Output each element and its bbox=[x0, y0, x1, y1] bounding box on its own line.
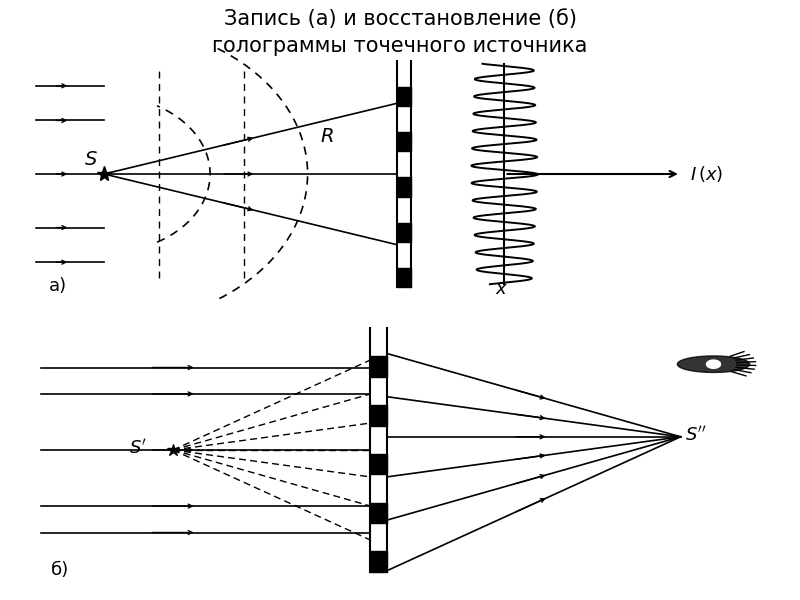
Polygon shape bbox=[678, 356, 750, 373]
Text: $S$: $S$ bbox=[84, 150, 98, 169]
Text: б): б) bbox=[51, 562, 69, 580]
Text: $I\,(x)$: $I\,(x)$ bbox=[690, 164, 723, 184]
Polygon shape bbox=[706, 360, 721, 368]
Text: $S'$: $S'$ bbox=[129, 439, 147, 458]
Text: $S''$: $S''$ bbox=[686, 425, 706, 445]
Text: Запись (а) и восстановление (б): Запись (а) и восстановление (б) bbox=[223, 9, 577, 29]
Text: $x$: $x$ bbox=[495, 280, 508, 298]
Text: а): а) bbox=[49, 277, 67, 295]
Text: $R$: $R$ bbox=[320, 127, 334, 146]
Text: голограммы точечного источника: голограммы точечного источника bbox=[212, 36, 588, 56]
